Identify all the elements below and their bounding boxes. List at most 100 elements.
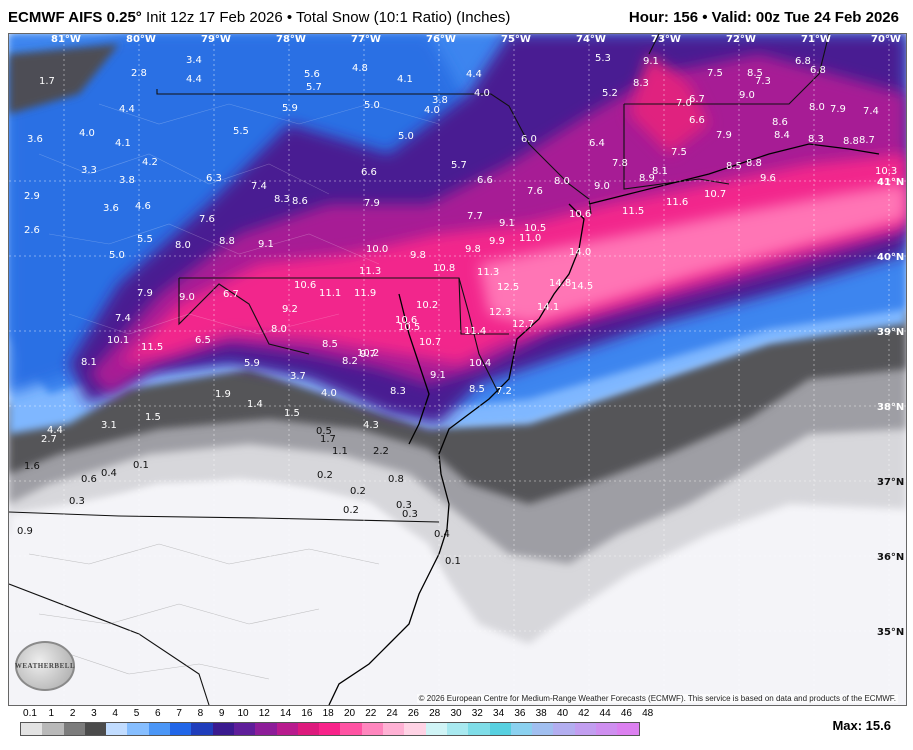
snow-total-label: 14.0: [569, 247, 591, 258]
snow-total-label: 6.8: [795, 56, 811, 67]
snow-total-label: 7.4: [863, 106, 879, 117]
legend-color-bar: [20, 722, 640, 736]
snow-total-label: 7.4: [251, 181, 267, 192]
snow-total-label: 7.0: [676, 98, 692, 109]
lat-label: 40°N: [877, 252, 904, 263]
snow-total-label: 8.4: [774, 130, 790, 141]
snow-total-label: 8.7: [859, 135, 875, 146]
legend-tick: 30: [450, 708, 462, 719]
mason-dixon-line: [179, 277, 509, 335]
legend-tick: 5: [133, 708, 140, 719]
snow-total-label: 6.6: [689, 115, 705, 126]
legend-swatch: [425, 723, 447, 735]
legend-swatch: [255, 723, 277, 735]
legend-tick: 0.1: [23, 708, 37, 719]
snow-total-label: 4.1: [397, 74, 413, 85]
snow-total-label: 10.2: [416, 300, 438, 311]
legend-swatch: [404, 723, 426, 735]
vt-border: [648, 34, 660, 55]
snow-total-label: 2.8: [131, 68, 147, 79]
snow-total-label: 9.0: [739, 90, 755, 101]
lon-label: 81°W: [51, 34, 81, 45]
snow-total-label: 5.7: [306, 82, 322, 93]
legend-tick: 6: [155, 708, 161, 719]
snow-total-label: 9.0: [594, 181, 610, 192]
legend-swatch: [127, 723, 149, 735]
legend-swatch: [42, 723, 64, 735]
snow-total-label: 4.0: [79, 128, 95, 139]
legend-tick: 14: [280, 708, 292, 719]
snow-total-label: 4.0: [424, 105, 440, 116]
state-borders: [9, 34, 830, 705]
snow-total-label: 8.5: [469, 384, 485, 395]
snow-total-label: 6.7: [223, 289, 239, 300]
logo-text: WEATHERBELL: [14, 662, 76, 670]
snow-total-label: 1.7: [39, 76, 55, 87]
snow-total-label: 8.5: [747, 68, 763, 79]
lon-label: 70°W: [871, 34, 901, 45]
snow-total-label: 8.0: [809, 102, 825, 113]
snow-total-label: 12.5: [497, 282, 519, 293]
legend-swatch: [489, 723, 511, 735]
legend-tick: 46: [620, 708, 632, 719]
snow-total-label: 0.3: [402, 509, 418, 520]
snow-total-labels: 1.7 2.8 3.4 4.4 4.4 5.6 5.7 4.8 4.1 4.4 4.0 3.6 4.0 4…: [24, 53, 897, 445]
snow-total-label: 1.9: [215, 389, 231, 400]
snow-total-label: 8.5: [726, 161, 742, 172]
snow-total-label: 11.3: [477, 267, 499, 278]
snow-total-label: 8.2: [342, 356, 358, 367]
snow-total-label: 11.0: [519, 233, 541, 244]
legend-swatch: [21, 723, 43, 735]
legend-tick: 34: [493, 708, 505, 719]
snow-total-label: 9.8: [410, 250, 426, 261]
snow-total-label: 4.0: [321, 388, 337, 399]
lat-label: 37°N: [877, 477, 904, 488]
snow-total-label: 5.5: [233, 126, 249, 137]
legend-swatch: [63, 723, 85, 735]
snow-total-label: 0.4: [101, 468, 117, 479]
snow-total-label: 2.9: [24, 191, 40, 202]
snow-total-label: 9.9: [489, 236, 505, 247]
snow-total-label: 0.5: [316, 426, 332, 437]
legend-tick: 2: [69, 708, 76, 719]
snow-total-label: 5.7: [451, 160, 467, 171]
map-header: ECMWF AIFS 0.25° Init 12z 17 Feb 2026 • …: [0, 0, 913, 32]
snow-total-label: 7.7: [467, 211, 483, 222]
legend-tick: 8: [197, 708, 204, 719]
snow-total-label: 3.8: [119, 175, 135, 186]
copyright-notice: © 2026 European Centre for Medium-Range …: [416, 694, 898, 703]
init-time: Init 12z 17 Feb 2026: [145, 9, 283, 26]
nc-sc-border: [9, 583, 210, 705]
legend-tick: 1: [48, 708, 55, 719]
snow-total-label: 0.9: [17, 526, 33, 537]
snow-total-label: 14.5: [571, 281, 593, 292]
snow-total-label: 6.7: [689, 94, 705, 105]
snow-total-label: 3.6: [27, 134, 43, 145]
snow-total-label: 0.6: [81, 474, 97, 485]
legend-tick: 28: [429, 708, 441, 719]
snow-total-label: 10.5: [398, 322, 420, 333]
snow-total-label: 7.8: [612, 158, 628, 169]
snow-total-label: 8.8: [843, 136, 859, 147]
legend-tick: 42: [578, 708, 590, 719]
snow-total-label: 8.0: [554, 176, 570, 187]
long-island-sound: [588, 143, 880, 205]
snow-total-label: 8.3: [390, 386, 406, 397]
snow-total-label: 0.1: [445, 556, 461, 567]
snow-total-label: 6.6: [361, 167, 377, 178]
snow-total-label: 4.4: [186, 74, 202, 85]
chesapeake-bay: [398, 293, 430, 445]
snow-total-label: 1.7: [320, 434, 336, 445]
snow-total-label: 6.4: [589, 138, 605, 149]
snow-total-label: 7.5: [707, 68, 723, 79]
lon-label: 75°W: [501, 34, 531, 45]
weatherbell-logo: WEATHERBELL: [15, 641, 75, 691]
snow-total-label: 3.8: [432, 95, 448, 106]
legend-swatch: [617, 723, 639, 735]
snow-total-label: 10.6: [569, 209, 591, 220]
snow-total-label: 6.3: [206, 173, 222, 184]
legend-tick: 7: [176, 708, 182, 719]
snow-total-label: 5.6: [304, 69, 320, 80]
lon-label: 72°W: [726, 34, 756, 45]
snow-total-label: 0.1: [133, 460, 149, 471]
